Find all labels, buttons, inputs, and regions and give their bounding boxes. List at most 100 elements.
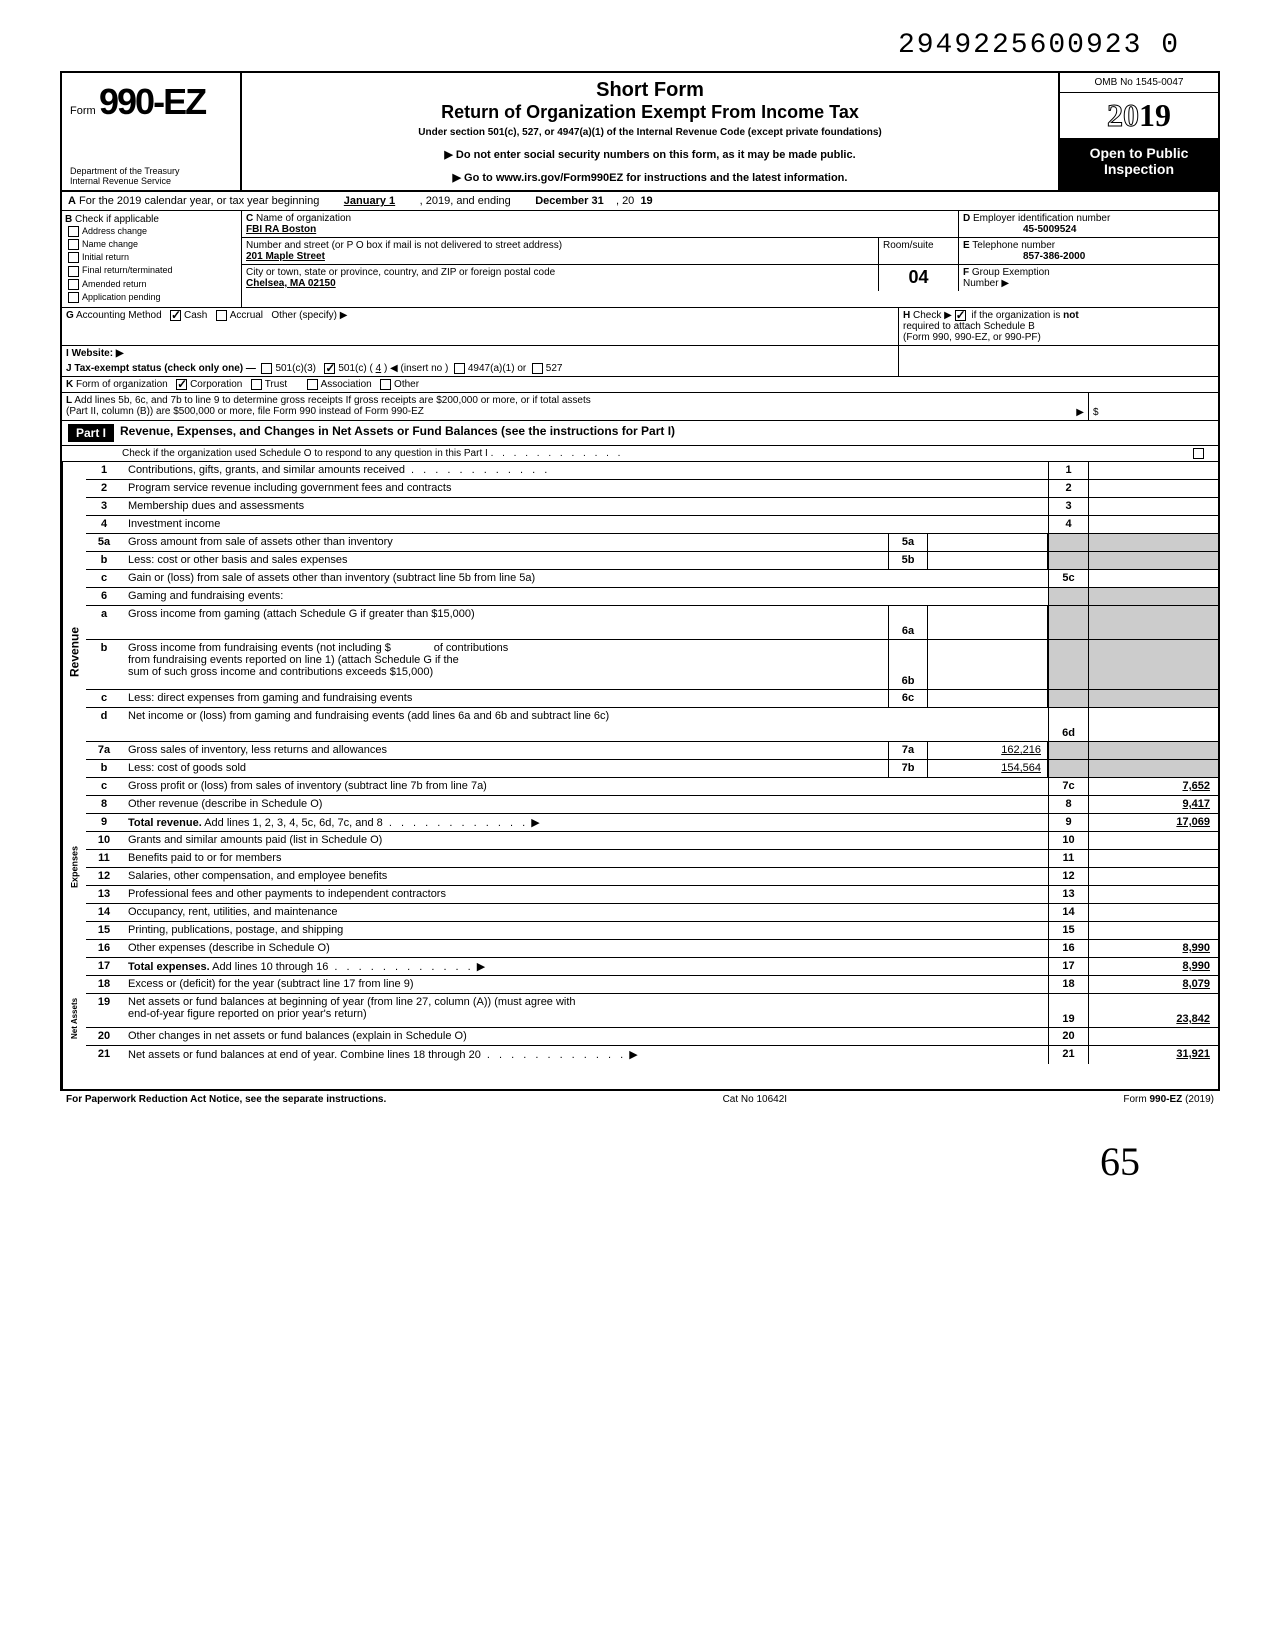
- check-501c[interactable]: [324, 363, 335, 374]
- opt-501c-suffix: ) ◀ (insert no ): [384, 363, 448, 374]
- line-19-rval: 23,842: [1088, 994, 1218, 1027]
- check-501c3[interactable]: [261, 363, 272, 374]
- line-7c-rnum: 7c: [1048, 778, 1088, 795]
- line-15-num: 15: [86, 922, 122, 939]
- instruction-website: ▶ Go to www.irs.gov/Form990EZ for instru…: [248, 171, 1052, 184]
- line-7b-desc: Less: cost of goods sold: [122, 760, 888, 777]
- line-7c-desc: Gross profit or (loss) from sales of inv…: [122, 778, 1048, 795]
- line-8: 8 Other revenue (describe in Schedule O)…: [86, 796, 1218, 814]
- line-5b-mval: [928, 552, 1048, 569]
- check-initial-return[interactable]: Initial return: [65, 251, 238, 264]
- check-final-return[interactable]: Final return/terminated: [65, 264, 238, 277]
- line-1-rval: [1088, 462, 1218, 479]
- h-text1: Check ▶: [913, 310, 952, 321]
- check-527[interactable]: [532, 363, 543, 374]
- label-c: C: [246, 213, 253, 224]
- check-other-org[interactable]: [380, 379, 391, 390]
- footer-center: Cat No 10642I: [723, 1094, 788, 1105]
- phone-label: Telephone number: [972, 240, 1055, 251]
- line-18-rnum: 18: [1048, 976, 1088, 993]
- line-6d: d Net income or (loss) from gaming and f…: [86, 708, 1218, 742]
- line-5b-mnum: 5b: [888, 552, 928, 569]
- check-trust[interactable]: [251, 379, 262, 390]
- check-corporation[interactable]: [176, 379, 187, 390]
- ein-value: 45-5009524: [963, 224, 1076, 235]
- line-5b-shade: [1048, 552, 1088, 569]
- line-6c-mnum: 6c: [888, 690, 928, 707]
- opt-trust: Trust: [265, 379, 287, 390]
- opt-501c3: 501(c)(3): [275, 363, 316, 374]
- line-5a-shade: [1048, 534, 1088, 551]
- line-14: 14 Occupancy, rent, utilities, and maint…: [86, 904, 1218, 922]
- city-label: City or town, state or province, country…: [246, 267, 555, 278]
- line-21: 21 Net assets or fund balances at end of…: [86, 1046, 1218, 1064]
- org-name: FBI RA Boston: [246, 224, 316, 235]
- line-7a: 7a Gross sales of inventory, less return…: [86, 742, 1218, 760]
- check-4947[interactable]: [454, 363, 465, 374]
- line-2-rval: [1088, 480, 1218, 497]
- open-to-public: Open to Public Inspection: [1060, 139, 1218, 190]
- check-amended[interactable]: Amended return: [65, 278, 238, 291]
- identity-block: B Check if applicable Address change Nam…: [62, 211, 1218, 308]
- check-schedule-o-part1[interactable]: [1193, 448, 1204, 459]
- line-6d-rnum: 6d: [1048, 708, 1088, 741]
- accrual-label: Accrual: [230, 310, 263, 321]
- line-5a-shade2: [1088, 534, 1218, 551]
- section-a-row: A For the 2019 calendar year, or tax yea…: [62, 192, 1218, 211]
- line-6d-num: d: [86, 708, 122, 741]
- line-10-desc: Grants and similar amounts paid (list in…: [122, 832, 1048, 849]
- check-address-change[interactable]: Address change: [65, 225, 238, 238]
- line-15-desc: Printing, publications, postage, and shi…: [122, 922, 1048, 939]
- line-6a-mnum: 6a: [888, 606, 928, 639]
- line-9-num: 9: [86, 814, 122, 831]
- line-18-desc: Excess or (deficit) for the year (subtra…: [122, 976, 1048, 993]
- line-5a: 5a Gross amount from sale of assets othe…: [86, 534, 1218, 552]
- line-5c-rnum: 5c: [1048, 570, 1088, 587]
- check-association[interactable]: [307, 379, 318, 390]
- line-7b-shade2: [1088, 760, 1218, 777]
- part1-label: Part I: [68, 424, 114, 442]
- l-dollar: $: [1093, 407, 1099, 418]
- title-short-form: Short Form: [248, 79, 1052, 102]
- line-5b-num: b: [86, 552, 122, 569]
- street-value: 201 Maple Street: [246, 251, 325, 262]
- section-a-text: For the 2019 calendar year, or tax year …: [79, 195, 319, 207]
- section-a-mid: , 2019, and ending: [420, 195, 511, 207]
- header-left: Form 990-EZ Department of the Treasury I…: [62, 73, 242, 190]
- open-public-2: Inspection: [1066, 161, 1212, 177]
- line-5b: b Less: cost or other basis and sales ex…: [86, 552, 1218, 570]
- line-9-rnum: 9: [1048, 814, 1088, 831]
- line-1: 1 Contributions, gifts, grants, and simi…: [86, 462, 1218, 480]
- line-19-num: 19: [86, 994, 122, 1027]
- omb-number: OMB No 1545-0047: [1060, 73, 1218, 93]
- label-g: G: [66, 310, 74, 321]
- line-7b-mval: 154,564: [928, 760, 1048, 777]
- line-17-desc: Total expenses. Add lines 10 through 16 …: [122, 958, 1048, 975]
- line-17: 17 Total expenses. Add lines 10 through …: [86, 958, 1218, 976]
- check-pending[interactable]: Application pending: [65, 291, 238, 304]
- line-13-rnum: 13: [1048, 886, 1088, 903]
- line-17-rval: 8,990: [1088, 958, 1218, 975]
- opt-501c-val: 4: [376, 363, 382, 374]
- line-19-rnum: 19: [1048, 994, 1088, 1027]
- line-6a-num: a: [86, 606, 122, 639]
- line-6b-shade: [1048, 640, 1088, 689]
- accounting-label: Accounting Method: [76, 310, 162, 321]
- opt-4947: 4947(a)(1) or: [468, 363, 526, 374]
- street-label: Number and street (or P O box if mail is…: [246, 240, 562, 251]
- line-21-rnum: 21: [1048, 1046, 1088, 1064]
- check-accrual[interactable]: [216, 310, 227, 321]
- group-exempt-num: Number ▶: [963, 278, 1009, 289]
- section-l-row: L Add lines 5b, 6c, and 7b to line 9 to …: [62, 393, 1218, 421]
- section-k-row: K Form of organization Corporation Trust…: [62, 377, 1218, 393]
- line-10-rval: [1088, 832, 1218, 849]
- check-cash[interactable]: [170, 310, 181, 321]
- check-name-change[interactable]: Name change: [65, 238, 238, 251]
- section-b: B Check if applicable Address change Nam…: [62, 211, 242, 307]
- line-19: 19 Net assets or fund balances at beginn…: [86, 994, 1218, 1028]
- line-12: 12 Salaries, other compensation, and emp…: [86, 868, 1218, 886]
- name-label: Name of organization: [256, 213, 351, 224]
- header-center: Short Form Return of Organization Exempt…: [242, 73, 1058, 190]
- line-3-rnum: 3: [1048, 498, 1088, 515]
- check-schedule-b[interactable]: [955, 310, 966, 321]
